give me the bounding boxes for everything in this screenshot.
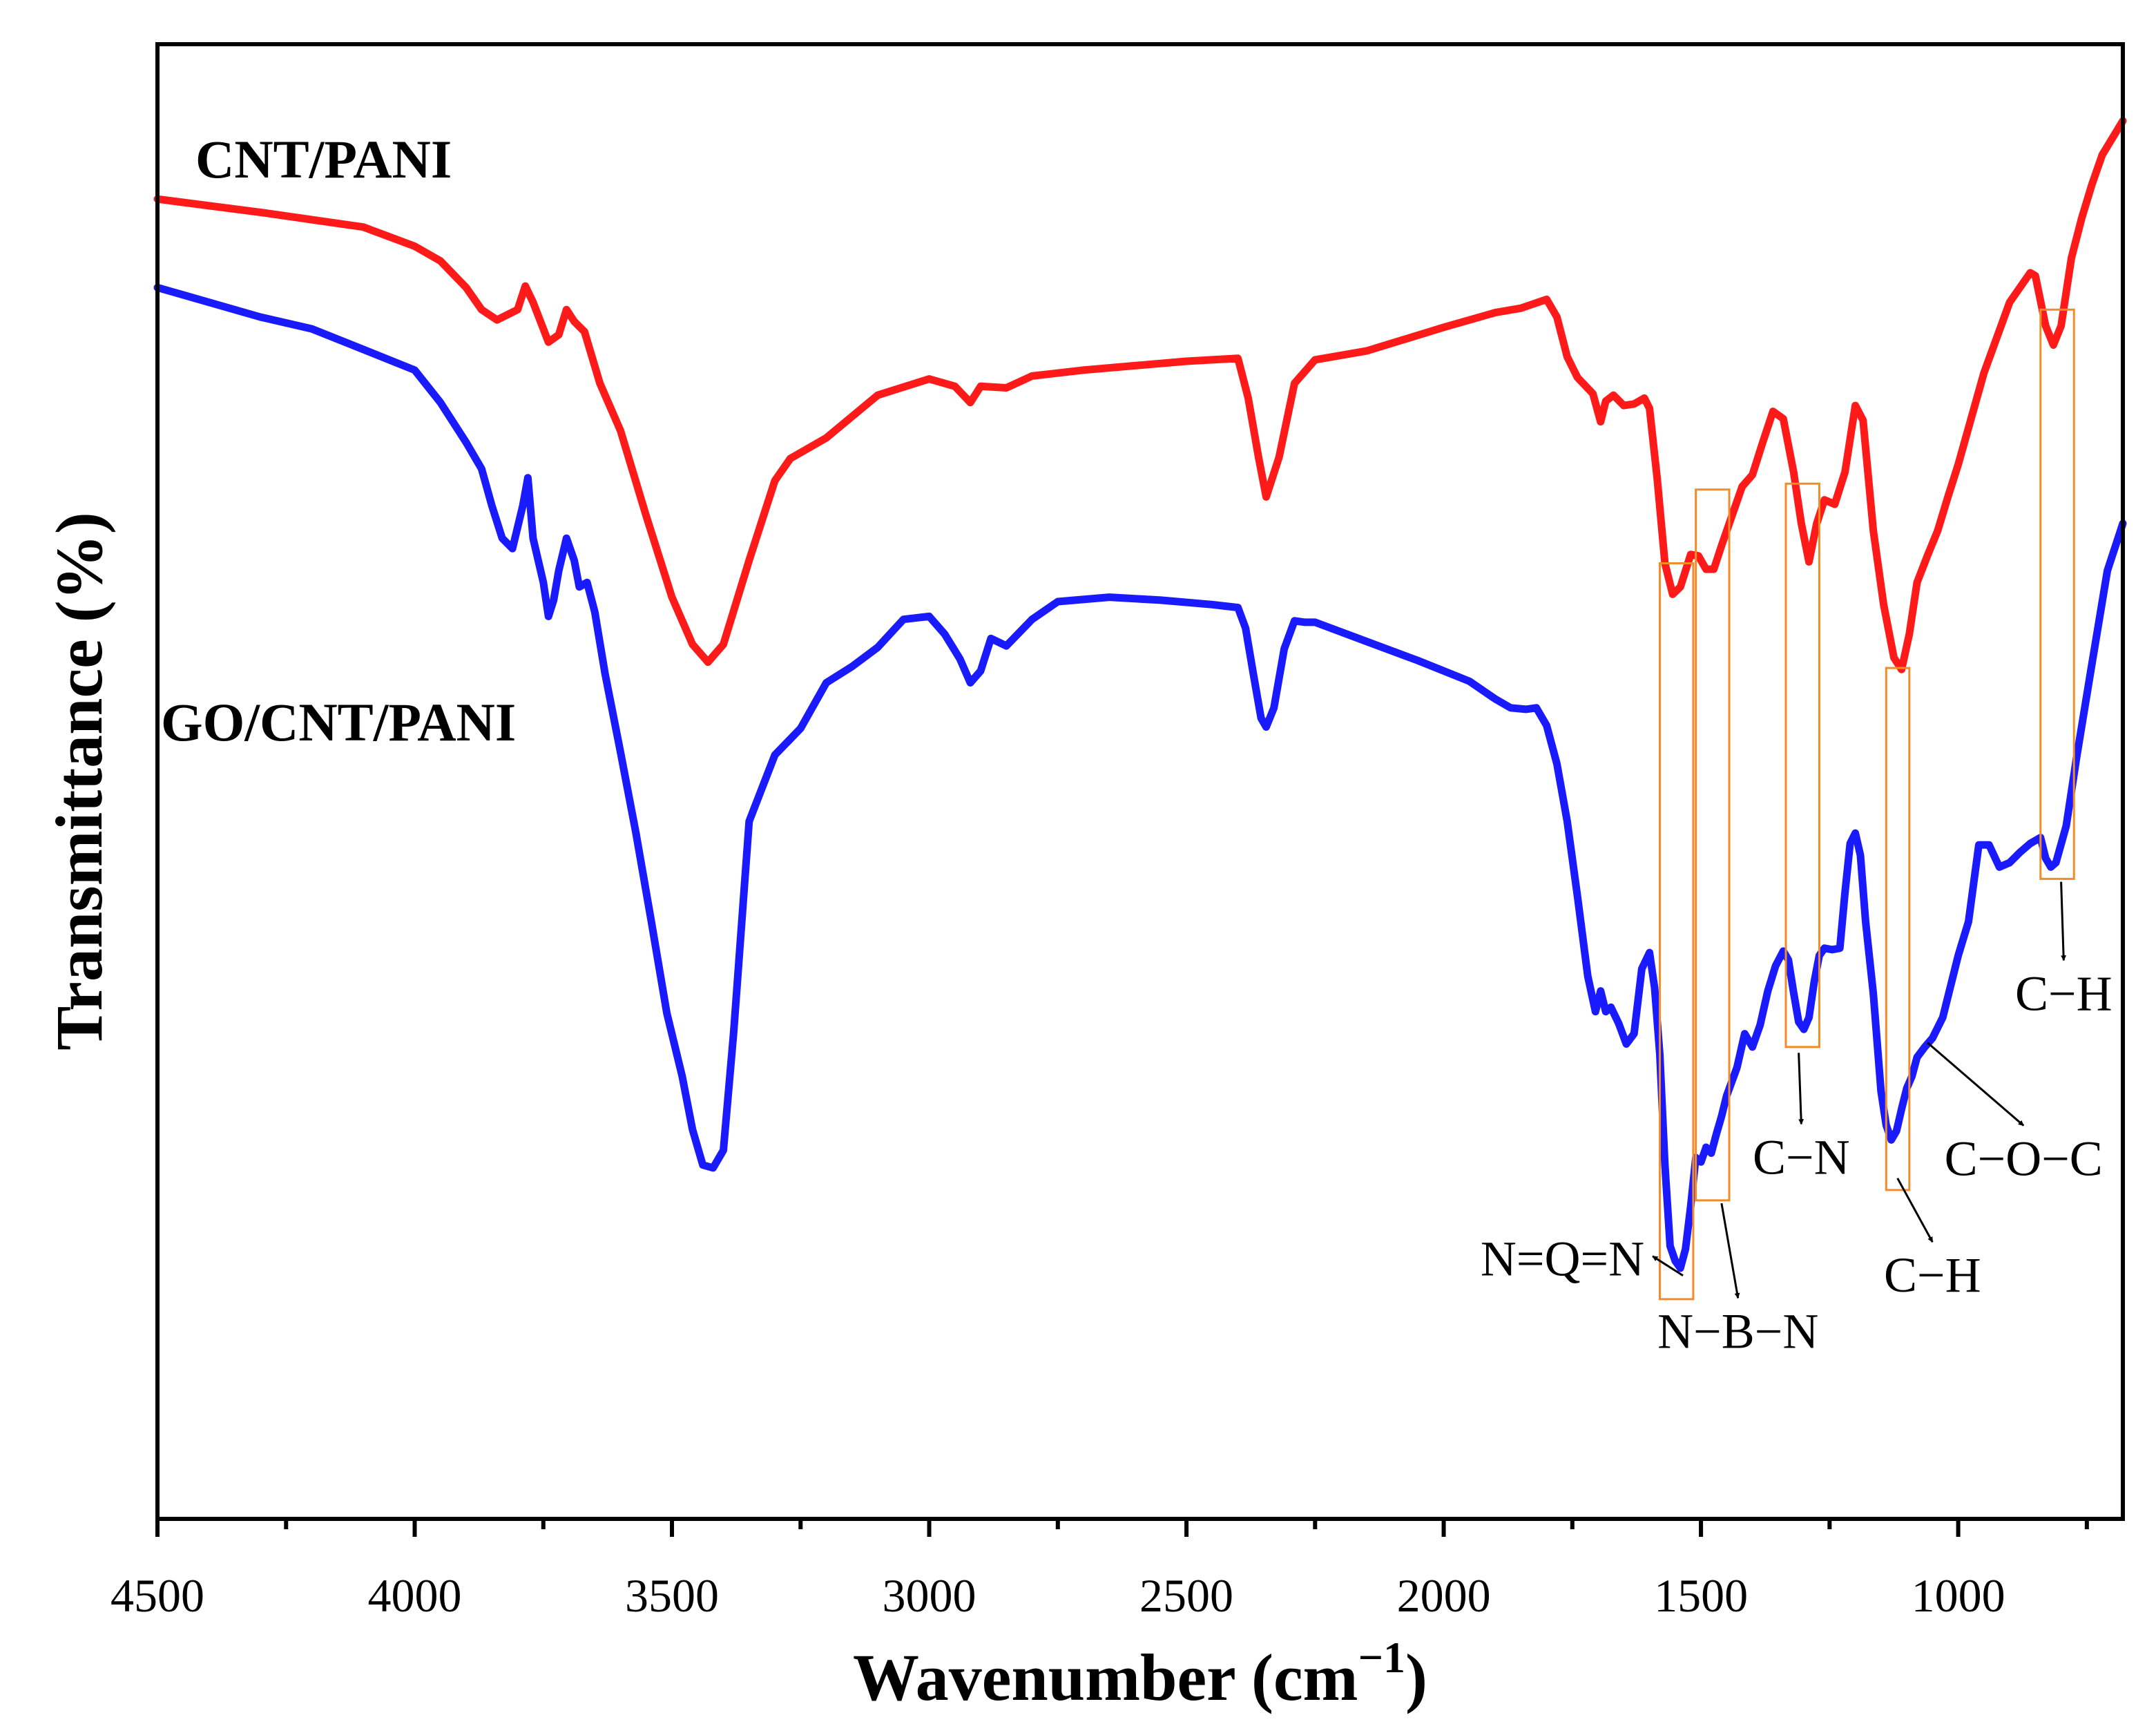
x-axis-title-close: ) (1405, 1640, 1427, 1714)
series-label-cnt-pani: CNT/PANI (195, 129, 452, 189)
annotation-arrow-n-q-n-0 (1652, 1255, 1684, 1276)
x-tick-label-1000: 1000 (1912, 1569, 2005, 1622)
x-tick-label-4500: 4500 (110, 1569, 204, 1622)
plot-frame (155, 42, 2125, 1521)
annotation-arrow-n-b-n-1 (1720, 1203, 1740, 1299)
annotation-label-c-h-3: C−H (1884, 1247, 1981, 1303)
annotation-layer: N=Q=NN−B−N C−N C−H C−O−C C−H (1481, 308, 2112, 1359)
axis-ticks (155, 1519, 2089, 1537)
x-axis-title-main: Wavenumber (cm (853, 1640, 1358, 1714)
x-tick-label-2000: 2000 (1397, 1569, 1491, 1622)
series-label-go-cnt-pani: GO/CNT/PANI (161, 692, 516, 752)
x-axis-title-superscript: −1 (1358, 1633, 1405, 1682)
x-tick-label-3500: 3500 (625, 1569, 719, 1622)
x-axis-title: Wavenumber (cm−1) (853, 1633, 1427, 1714)
x-tick-label-4000: 4000 (368, 1569, 462, 1622)
annotation-box-n-b-n-1 (1695, 488, 1731, 1202)
series-line-go-cnt-pani (153, 283, 2127, 1272)
annotation-arrow-c-n-2 (1798, 1053, 1804, 1125)
annotation-box-c-h-3 (1885, 667, 1911, 1191)
annotation-arrow-c-h-3 (1896, 1178, 1934, 1243)
annotation-label-c-o-c-4: C−O−C (1945, 1131, 2103, 1187)
annotation-box-c-n-2 (1784, 482, 1820, 1049)
series-line-cnt-pani (153, 117, 2127, 673)
x-axis-tick-labels: 4500 4000 3500 3000 2500 2000 1500 1000 (110, 1569, 2005, 1622)
x-tick-label-3000: 3000 (883, 1569, 976, 1622)
annotation-label-n-q-n-0: N=Q=N (1481, 1232, 1644, 1287)
annotation-arrow-c-o-c-4 (1926, 1042, 2025, 1127)
x-tick-label-1500: 1500 (1654, 1569, 1748, 1622)
x-tick-label-2500: 2500 (1139, 1569, 1233, 1622)
annotation-box-n-q-n-0 (1658, 562, 1695, 1301)
plot-area (153, 117, 2127, 1272)
annotation-label-c-h-5: C−H (2015, 966, 2112, 1021)
annotation-label-c-n-2: C−N (1753, 1129, 1850, 1185)
y-axis-title: Transmittance (%) (42, 512, 116, 1050)
annotation-label-n-b-n-1: N−B−N (1657, 1303, 1818, 1359)
annotation-box-c-h-5 (2039, 308, 2075, 880)
annotation-arrow-c-h-5 (2060, 881, 2067, 961)
